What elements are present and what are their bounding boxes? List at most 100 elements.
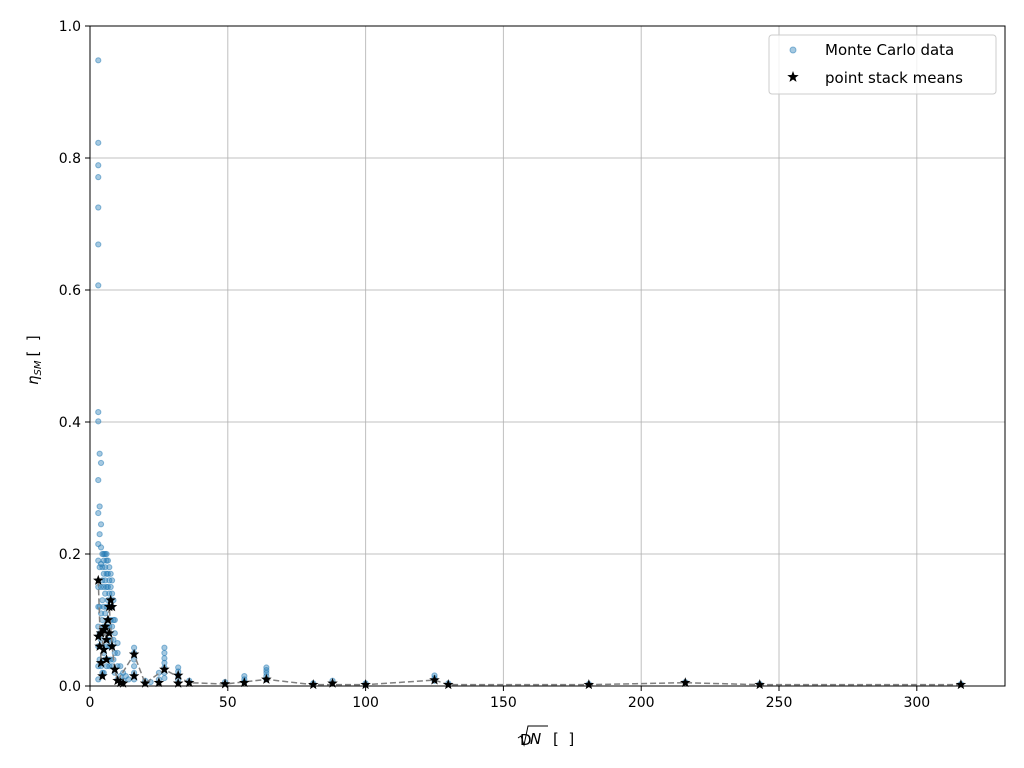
y-axis-label-subscript: SM (33, 360, 44, 375)
monte-carlo-point (161, 655, 168, 662)
mean-star-points (93, 574, 967, 690)
monte-carlo-point (107, 583, 114, 591)
monte-carlo-point (95, 409, 102, 416)
monte-carlo-point (104, 557, 112, 564)
mean-star-point (172, 677, 184, 688)
legend: Monte Carlo data point stack means (768, 34, 997, 95)
y-tick-label: 0.2 (59, 547, 81, 563)
x-tick-label: 250 (766, 695, 793, 711)
monte-carlo-point (161, 674, 168, 682)
mean-star-point (327, 677, 338, 688)
mean-star-point (159, 664, 170, 674)
legend-box (768, 34, 997, 95)
monte-carlo-point (95, 476, 102, 484)
axis-ticks: 0 50 100 150 200 250 300 0.0 0.2 0.4 0.6 0.8 1.0 (59, 19, 930, 711)
mean-star-point (101, 654, 112, 665)
monte-carlo-point (102, 577, 109, 584)
legend-label-means: point stack means (825, 69, 963, 87)
x-tick-label: 100 (352, 695, 379, 711)
y-tick-label: 0.6 (59, 283, 81, 299)
monte-carlo-point (107, 570, 114, 577)
x-tick-label: 300 (903, 695, 930, 711)
mean-star-point (219, 678, 231, 689)
monte-carlo-point (95, 162, 102, 169)
mean-star-point (239, 677, 250, 688)
monte-carlo-point (95, 139, 102, 146)
monte-carlo-point (103, 550, 110, 558)
mean-star-point (112, 675, 123, 686)
monte-carlo-point (95, 174, 102, 181)
mean-star-point (98, 644, 110, 655)
mean-star-point (172, 669, 184, 680)
y-axis-label: ηSM [ ] (24, 335, 44, 385)
x-axis-label-radicand: N (530, 730, 541, 748)
x-axis-label-unit: [ ] (553, 730, 574, 748)
mean-star-point (99, 621, 111, 632)
plot-frame (89, 25, 1006, 687)
y-tick-label: 1.0 (59, 19, 81, 35)
mean-star-point (583, 679, 595, 690)
monte-carlo-point (102, 590, 109, 597)
mean-star-point (680, 677, 691, 688)
svg-text:ηSM[ ]: ηSM [ ] (24, 335, 44, 385)
monte-carlo-point (161, 649, 168, 657)
mean-star-point (101, 634, 112, 645)
y-tick-label: 0.8 (59, 151, 81, 167)
mean-star-point (443, 679, 454, 690)
x-tick-label: 0 (86, 695, 95, 711)
monte-carlo-point (114, 640, 121, 647)
mean-star-point (128, 670, 140, 681)
x-axis-label-root-index: D (520, 731, 532, 749)
mean-star-point (94, 640, 105, 651)
mean-star-point (117, 677, 129, 688)
monte-carlo-point (108, 590, 116, 597)
mean-star-point (139, 677, 151, 688)
monte-carlo-point (97, 459, 105, 467)
mean-star-point (308, 679, 319, 690)
mean-star-point (104, 627, 115, 638)
mean-star-point (429, 674, 440, 685)
monte-carlo-point (97, 521, 105, 528)
mean-star-point (97, 670, 108, 681)
mean-star-point (955, 679, 967, 690)
monte-carlo-point (102, 610, 109, 617)
mean-star-point (183, 677, 195, 688)
monte-carlo-point (161, 644, 168, 651)
monte-carlo-point (95, 509, 102, 517)
monte-carlo-point (99, 597, 106, 604)
mean-star-point (128, 648, 140, 659)
mean-star-point (261, 673, 272, 684)
mean-star-point (106, 640, 118, 651)
monte-carlo-point (130, 663, 138, 670)
monte-carlo-point (95, 418, 102, 425)
monte-carlo-point (95, 57, 102, 64)
monte-carlo-point (102, 564, 109, 571)
y-axis-label-unit: [ ] (24, 335, 42, 356)
y-tick-label: 0.4 (59, 415, 81, 431)
monte-carlo-point (96, 503, 103, 510)
legend-star-icon (787, 71, 799, 82)
mean-star-point (360, 679, 371, 690)
mean-star-point (754, 679, 765, 690)
monte-carlo-point (97, 544, 105, 551)
x-tick-label: 150 (490, 695, 517, 711)
y-axis-label-symbol: η (24, 375, 42, 385)
mean-star-point (93, 574, 104, 585)
mean-star-point (105, 594, 116, 605)
mean-star-point (109, 664, 121, 674)
monte-carlo-point (125, 676, 132, 683)
monte-carlo-point (111, 616, 118, 624)
monte-carlo-point (108, 577, 116, 584)
x-axis-label-radical-icon (517, 725, 548, 747)
mean-star-point (153, 677, 165, 688)
x-tick-label: 50 (219, 695, 237, 711)
monte-carlo-point (96, 531, 103, 538)
legend-label-monte-carlo: Monte Carlo data (825, 41, 954, 59)
monte-carlo-point (96, 450, 103, 457)
monte-carlo-point (95, 241, 102, 248)
y-tick-label: 0.0 (59, 679, 81, 695)
monte-carlo-point (99, 616, 106, 624)
x-axis-label: D N [ ] (517, 725, 574, 749)
mean-star-point (106, 601, 118, 612)
